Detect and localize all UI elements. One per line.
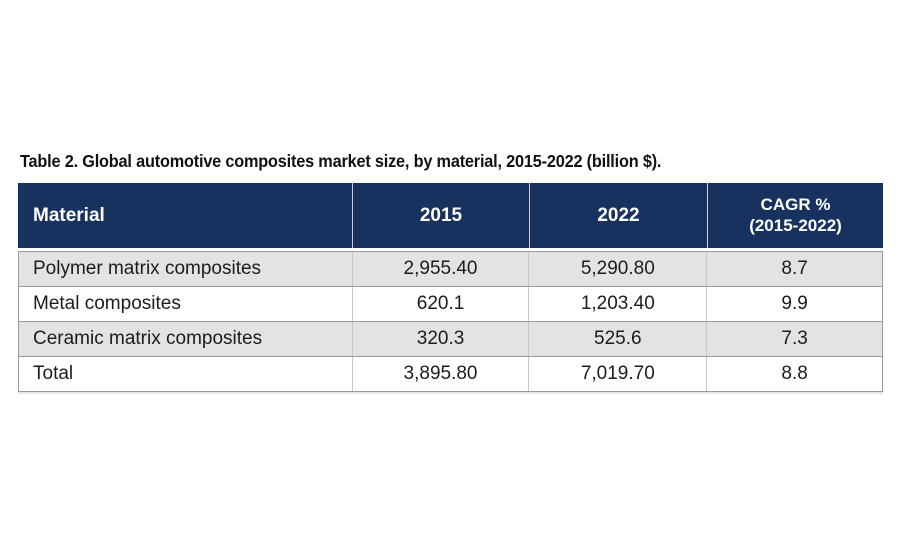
table-row: Total 3,895.80 7,019.70 8.8 [19,356,882,391]
cell-2015: 320.3 [351,322,529,356]
cell-material: Ceramic matrix composites [33,328,263,349]
table-body: Polymer matrix composites 2,955.40 5,290… [18,251,883,392]
header-cell-cagr: CAGR % (2015-2022) [707,183,883,248]
header-cell-material: Material [33,204,105,226]
market-size-table: Material 2015 2022 CAGR % (2015-2022) Po… [18,183,883,392]
cell-2015: 3,895.80 [351,357,529,391]
cell-material: Polymer matrix composites [33,258,262,279]
cell-2015: 620.1 [351,287,529,321]
cell-2022: 5,290.80 [528,252,706,286]
cell-2015: 2,955.40 [351,252,529,286]
cell-cagr: 7.3 [706,322,882,356]
cell-cagr: 8.8 [706,357,882,391]
cell-2022: 1,203.40 [528,287,706,321]
header-cell-2015: 2015 [352,183,529,248]
cell-cagr: 9.9 [706,287,882,321]
table-header-row: Material 2015 2022 CAGR % (2015-2022) [18,183,883,248]
table-row: Ceramic matrix composites 320.3 525.6 7.… [19,321,882,356]
cell-2022: 525.6 [528,322,706,356]
table-row: Polymer matrix composites 2,955.40 5,290… [19,252,882,286]
cagr-header-line1: CAGR % [760,195,831,215]
cell-material: Metal composites [33,293,181,314]
header-cell-2022: 2022 [529,183,707,248]
cagr-header-stack: CAGR % (2015-2022) [749,195,842,236]
table-row: Metal composites 620.1 1,203.40 9.9 [19,286,882,321]
cell-cagr: 8.7 [706,252,882,286]
cell-material: Total [33,363,74,384]
table-caption: Table 2. Global automotive composites ma… [20,151,662,171]
header-body-divider [18,248,883,251]
cell-2022: 7,019.70 [528,357,706,391]
cagr-header-line2: (2015-2022) [749,215,842,235]
